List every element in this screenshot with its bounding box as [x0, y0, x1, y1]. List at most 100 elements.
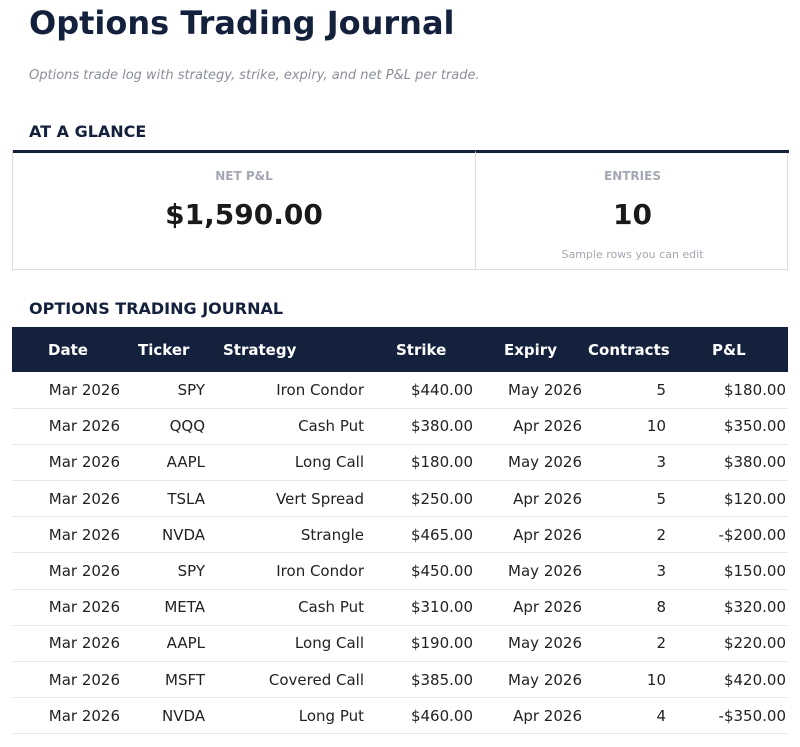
cell-pl: $220.00: [672, 625, 788, 663]
cell-strike: $450.00: [372, 552, 480, 590]
cell-strategy: Cash Put: [212, 589, 372, 626]
cell-contracts: 10: [588, 408, 672, 445]
card-label: NET P&L: [215, 169, 273, 183]
cell-strategy: Iron Condor: [212, 372, 372, 409]
cell-ticker: MSFT: [128, 661, 212, 699]
cell-strike: $465.00: [372, 516, 480, 554]
table-row: Mar 2026 SPY Iron Condor $440.00 May 2026 5 $1…: [12, 372, 788, 409]
cell-ticker: QQQ: [128, 408, 212, 445]
cell-strike: $180.00: [372, 444, 480, 482]
page-subtitle: Options trade log with strategy, strike,…: [29, 68, 480, 83]
cell-contracts: 4: [588, 697, 672, 735]
cell-date: Mar 2026: [12, 697, 128, 735]
cell-strategy: Iron Condor: [212, 552, 372, 590]
cell-expiry: Apr 2026: [480, 589, 588, 626]
cell-pl: $320.00: [672, 589, 788, 626]
cell-expiry: Apr 2026: [480, 408, 588, 445]
cell-strike: $440.00: [372, 372, 480, 409]
table-row: Mar 2026 META Cash Put $310.00 Apr 2026 8 $320…: [12, 589, 788, 626]
card-value: $1,590.00: [165, 198, 323, 231]
cell-contracts: 8: [588, 589, 672, 626]
cell-ticker: META: [128, 589, 212, 626]
cell-date: Mar 2026: [12, 408, 128, 445]
cell-date: Mar 2026: [12, 589, 128, 626]
cell-ticker: TSLA: [128, 480, 212, 518]
cell-date: Mar 2026: [12, 661, 128, 699]
cell-pl: -$350.00: [672, 697, 788, 735]
cell-strategy: Covered Call: [212, 661, 372, 699]
journal-heading: OPTIONS TRADING JOURNAL: [29, 299, 284, 318]
table-row: Mar 2026 SPY Iron Condor $450.00 May 2026 3 $1…: [12, 552, 788, 590]
table-row: Mar 2026 MSFT Covered Call $385.00 May 2026 1…: [12, 661, 788, 699]
cell-strategy: Cash Put: [212, 408, 372, 445]
cell-date: Mar 2026: [12, 444, 128, 482]
cell-pl: $120.00: [672, 480, 788, 518]
net-pnl-card: NET P&L $1,590.00: [13, 150, 475, 269]
card-value: 10: [613, 198, 652, 231]
column-header-expiry: Expiry: [480, 327, 588, 372]
column-header-strike: Strike: [372, 327, 480, 372]
cell-expiry: May 2026: [480, 372, 588, 409]
cell-contracts: 3: [588, 444, 672, 482]
cell-expiry: May 2026: [480, 625, 588, 663]
column-header-ticker: Ticker: [128, 327, 212, 372]
column-header-strategy: Strategy: [212, 327, 372, 372]
cell-ticker: SPY: [128, 552, 212, 590]
cell-contracts: 3: [588, 552, 672, 590]
cell-ticker: NVDA: [128, 516, 212, 554]
cell-contracts: 2: [588, 516, 672, 554]
table-row: Mar 2026 NVDA Long Put $460.00 Apr 2026 4 -$35…: [12, 697, 788, 735]
cell-expiry: Apr 2026: [480, 480, 588, 518]
cell-strategy: Long Call: [212, 625, 372, 663]
cell-ticker: AAPL: [128, 444, 212, 482]
cell-expiry: Apr 2026: [480, 697, 588, 735]
column-header-contracts: Contracts: [588, 327, 672, 372]
cell-pl: $420.00: [672, 661, 788, 699]
cell-pl: $180.00: [672, 372, 788, 409]
cell-expiry: Apr 2026: [480, 516, 588, 554]
column-header-pl: P&L: [672, 327, 788, 372]
cell-date: Mar 2026: [12, 516, 128, 554]
cell-strike: $310.00: [372, 589, 480, 626]
cell-expiry: May 2026: [480, 661, 588, 699]
table-header: Date Ticker Strategy Strike Expiry Contracts P…: [12, 327, 788, 372]
table-row: Mar 2026 TSLA Vert Spread $250.00 Apr 2026 5 $…: [12, 480, 788, 518]
page-title: Options Trading Journal: [29, 4, 455, 42]
cell-pl: $380.00: [672, 444, 788, 482]
cell-strategy: Long Put: [212, 697, 372, 735]
card-note: Sample rows you can edit: [561, 248, 704, 261]
cell-strike: $460.00: [372, 697, 480, 735]
cell-pl: $150.00: [672, 552, 788, 590]
card-label: ENTRIES: [604, 169, 661, 183]
cell-strike: $385.00: [372, 661, 480, 699]
cell-contracts: 2: [588, 625, 672, 663]
cell-expiry: May 2026: [480, 444, 588, 482]
glance-heading: AT A GLANCE: [29, 122, 147, 141]
cell-contracts: 10: [588, 661, 672, 699]
entries-card: ENTRIES 10 Sample rows you can edit: [475, 150, 789, 269]
cell-pl: -$200.00: [672, 516, 788, 554]
cell-expiry: May 2026: [480, 552, 588, 590]
cell-ticker: SPY: [128, 372, 212, 409]
cell-strategy: Vert Spread: [212, 480, 372, 518]
summary-cards: NET P&L $1,590.00 ENTRIES 10 Sample rows…: [12, 150, 789, 270]
table-row: Mar 2026 QQQ Cash Put $380.00 Apr 2026 10 $350…: [12, 408, 788, 445]
cell-contracts: 5: [588, 480, 672, 518]
cell-strategy: Strangle: [212, 516, 372, 554]
cell-date: Mar 2026: [12, 480, 128, 518]
table-row: Mar 2026 AAPL Long Call $180.00 May 2026 3 $38…: [12, 444, 788, 482]
cell-date: Mar 2026: [12, 625, 128, 663]
cell-strike: $380.00: [372, 408, 480, 445]
cell-pl: $350.00: [672, 408, 788, 445]
cell-ticker: AAPL: [128, 625, 212, 663]
table-row: Mar 2026 NVDA Strangle $465.00 Apr 2026 2 -$20…: [12, 516, 788, 554]
cell-date: Mar 2026: [12, 372, 128, 409]
journal-table: Date Ticker Strategy Strike Expiry Contracts P…: [12, 327, 788, 735]
cell-strategy: Long Call: [212, 444, 372, 482]
column-header-date: Date: [12, 327, 128, 372]
table-row: Mar 2026 AAPL Long Call $190.00 May 2026 2 $22…: [12, 625, 788, 663]
cell-ticker: NVDA: [128, 697, 212, 735]
cell-strike: $250.00: [372, 480, 480, 518]
cell-strike: $190.00: [372, 625, 480, 663]
cell-date: Mar 2026: [12, 552, 128, 590]
